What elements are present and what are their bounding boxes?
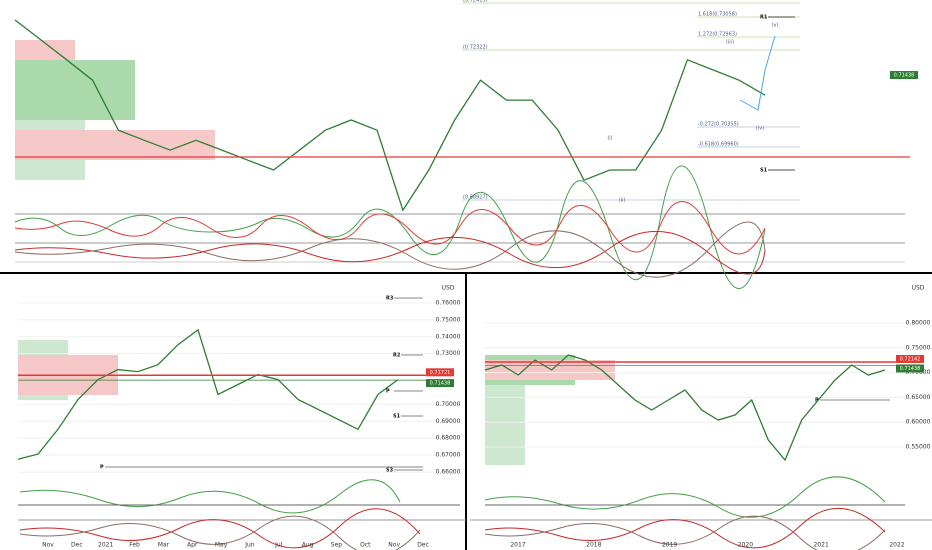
- pivot-label: P: [386, 389, 390, 395]
- x-tick-label: Feb: [129, 542, 140, 549]
- price-label-box: [426, 368, 454, 377]
- x-tick-label: Nov: [388, 542, 400, 549]
- x-tick-label: 2020: [738, 542, 753, 549]
- x-tick-label: 2019: [662, 542, 677, 549]
- x-tick-label: Sep: [331, 542, 343, 549]
- price-label: 0.71721: [430, 370, 451, 376]
- y-tick-label: 0.67000: [436, 452, 461, 459]
- axis-unit: USD: [912, 285, 925, 292]
- wave-label: (v): [772, 23, 779, 29]
- x-tick-label: Jun: [244, 542, 255, 549]
- price-label-box: [896, 364, 924, 373]
- x-tick-label: Jul: [274, 542, 283, 549]
- fib-label: 1.272(0.72963): [698, 32, 737, 38]
- fib-label: (0.72419): [463, 0, 488, 4]
- y-tick-label: 0.66000: [436, 469, 461, 476]
- pivot-label: S3: [386, 468, 394, 474]
- y-tick-label: 0.74000: [436, 333, 461, 340]
- oscillators: [14, 165, 932, 550]
- price-label-box: [890, 71, 918, 79]
- pivot-label: P: [815, 398, 819, 404]
- pivot-label: R3: [386, 296, 394, 302]
- y-tick-label: 0.75000: [436, 316, 461, 323]
- y-tick-label: 0.80000: [906, 319, 931, 326]
- price-label: 0.71438: [430, 381, 451, 387]
- wave-label: (iv): [756, 126, 764, 132]
- x-tick-label: 2021: [814, 542, 829, 549]
- y-tick-label: 0.70000: [436, 401, 461, 408]
- pivot-label: S1: [760, 168, 768, 174]
- x-tick-label: 2017: [510, 542, 525, 549]
- x-tick-label: 2021: [98, 542, 113, 549]
- y-tick-label: 0.69000: [436, 418, 461, 425]
- price-line: [484, 354, 886, 462]
- y-tick-label: 0.68000: [436, 435, 461, 442]
- fib-label: (0.72322): [463, 45, 488, 51]
- price-label-box: [896, 354, 924, 363]
- y-tick-label: 0.75000: [906, 344, 931, 351]
- x-tick-label: Mar: [158, 542, 170, 549]
- fib-label: -0.272(0.70355): [698, 122, 739, 128]
- x-tick-label: Apr: [187, 542, 198, 549]
- price-label: 0.71438: [894, 73, 915, 79]
- x-tick-label: May: [215, 542, 228, 549]
- wave-projection: [739, 35, 776, 111]
- x-tick-label: Dec: [417, 542, 429, 549]
- fib-label: -0.618(0.69960): [698, 142, 739, 148]
- y-tick-label: 0.70000: [906, 369, 931, 376]
- x-tick-label: Dec: [71, 542, 83, 549]
- x-tick-label: Aug: [302, 542, 314, 549]
- y-tick-label: 0.65000: [906, 394, 931, 401]
- pivot-label: S1: [393, 414, 401, 420]
- pivot-label: P: [100, 465, 104, 471]
- x-tick-label: 2022: [889, 542, 904, 549]
- price-label: 0.71438: [900, 366, 921, 372]
- price-line: [17, 328, 399, 460]
- x-tick-label: Oct: [360, 542, 371, 549]
- price-label-box: [426, 379, 454, 388]
- pivot-label: R2: [393, 353, 401, 359]
- y-tick-label: 0.55000: [906, 443, 931, 450]
- y-tick-label: 0.73000: [436, 350, 461, 357]
- wave-label: (i): [607, 136, 612, 142]
- price-label: 0.72142: [900, 356, 921, 362]
- wave-label: (iii): [726, 40, 734, 46]
- y-tick-label: 0.76000: [436, 299, 461, 306]
- volume-profile: [15, 40, 615, 465]
- x-tick-label: Nov: [42, 542, 54, 549]
- price-line: [14, 19, 766, 212]
- pivot-label: R1: [760, 15, 768, 21]
- axis-unit: USD: [442, 285, 455, 292]
- x-tick-label: 2018: [586, 542, 601, 549]
- wave-label: (ii): [619, 198, 626, 204]
- y-tick-label: 0.60000: [906, 419, 931, 426]
- fib-label: (0.68927): [463, 195, 488, 201]
- fib-label: 1.618(0.73058): [698, 12, 737, 18]
